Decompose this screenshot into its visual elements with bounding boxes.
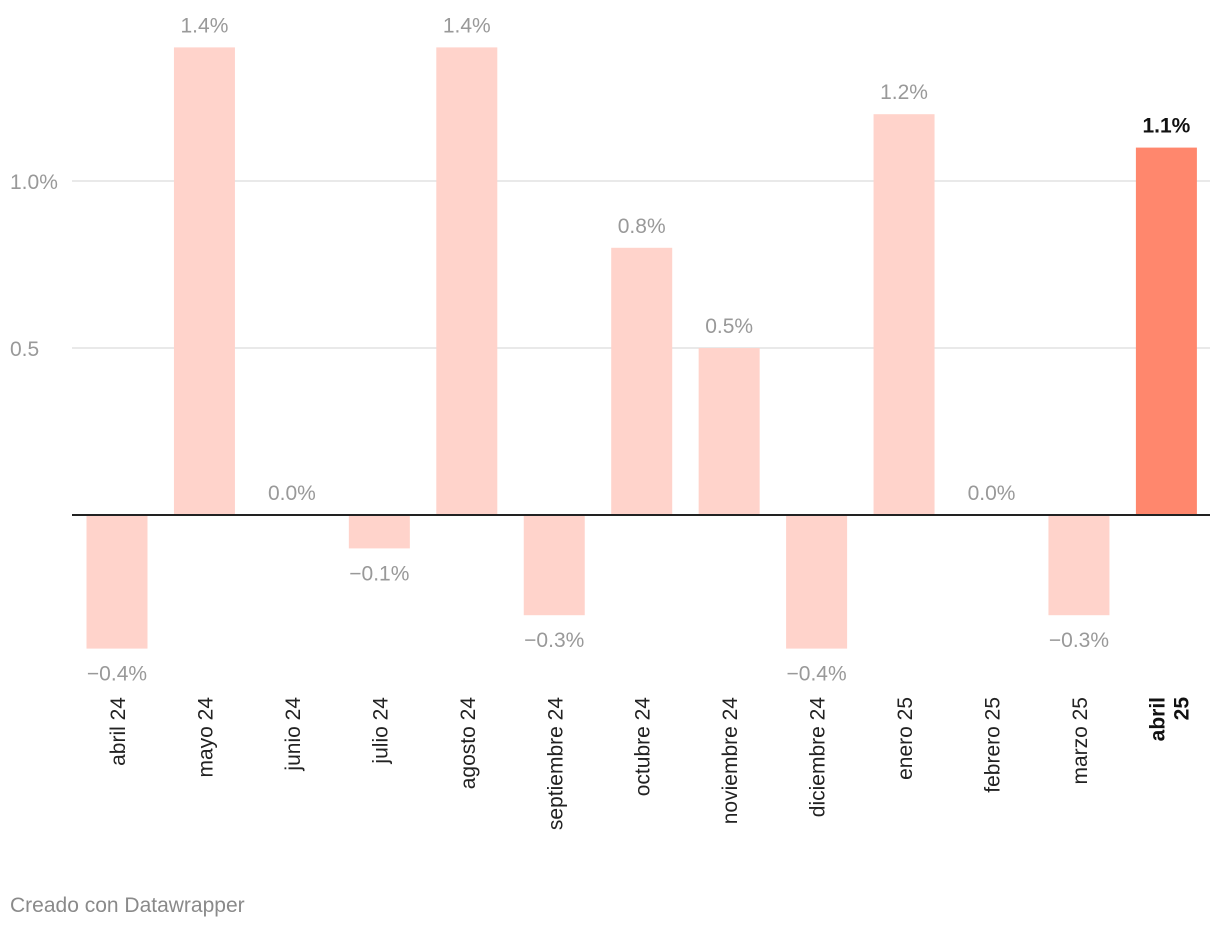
bar: [173, 47, 235, 516]
bar: [786, 515, 848, 649]
bar: [698, 348, 760, 515]
x-tick-label-text: mayo 24: [194, 697, 217, 778]
labels-layer: −0.4% abril 24 1.4% mayo 24 0.0% junio 24 −0.1…: [87, 14, 1193, 830]
x-tick-label: abril 24: [107, 697, 130, 766]
value-label: 1.1%: [1142, 115, 1190, 138]
value-label: 0.8%: [618, 215, 666, 238]
x-tick-label: septiembre 24: [544, 697, 567, 830]
x-tick-label-text: junio 24: [282, 697, 305, 772]
value-label: −0.4%: [87, 663, 147, 686]
x-tick-label-text: septiembre 24: [544, 697, 567, 830]
x-tick-label-text: marzo 25: [1069, 697, 1092, 785]
x-tick-label-text: diciembre 24: [807, 697, 830, 818]
value-label: −0.1%: [349, 562, 409, 585]
value-label: 1.4%: [181, 14, 229, 37]
x-tick-label: mayo 24: [194, 697, 217, 778]
x-tick-label: abril 25: [1146, 697, 1193, 742]
value-label: 0.0%: [268, 482, 316, 505]
value-label: −0.3%: [1049, 629, 1109, 652]
value-label: 0.5%: [705, 315, 753, 338]
bar: [1135, 147, 1197, 515]
bar: [611, 247, 673, 516]
y-tick-label: 1.0%: [10, 171, 58, 194]
value-label: 0.0%: [968, 482, 1016, 505]
x-tick-label: junio 24: [282, 697, 305, 772]
x-tick-label-text: agosto 24: [457, 697, 480, 790]
bar: [348, 515, 410, 549]
x-tick-label-part: abril: [1146, 697, 1169, 741]
x-tick-label-text: julio 24: [369, 697, 392, 765]
bar-chart: 1.0% 0.5 −0.4% abril 24 1.4% mayo 24 0.0% juni…: [10, 14, 1210, 830]
bar: [1048, 515, 1110, 616]
x-tick-label: diciembre 24: [807, 697, 830, 818]
bar: [436, 47, 498, 516]
x-tick-label-text: octubre 24: [632, 697, 655, 797]
value-label: 1.4%: [443, 14, 491, 37]
x-tick-label: agosto 24: [457, 697, 480, 790]
value-label: −0.4%: [787, 663, 847, 686]
value-label: −0.3%: [524, 629, 584, 652]
x-tick-label: octubre 24: [632, 697, 655, 797]
x-tick-label: febrero 25: [982, 697, 1005, 793]
x-tick-label-text: noviembre 24: [719, 697, 742, 825]
bars-layer: [86, 47, 1197, 649]
x-tick-label-text: febrero 25: [982, 697, 1005, 793]
x-tick-label: julio 24: [369, 697, 392, 765]
bar: [86, 515, 148, 649]
x-tick-label: noviembre 24: [719, 697, 742, 825]
x-tick-label-part: 25: [1170, 697, 1193, 721]
bar: [873, 114, 935, 515]
x-tick-label: enero 25: [894, 697, 917, 780]
value-label: 1.2%: [880, 81, 928, 104]
x-tick-label-text: abril 24: [107, 697, 130, 766]
credit-text: Creado con Datawrapper: [10, 894, 245, 917]
bar: [523, 515, 585, 616]
x-tick-label-text: enero 25: [894, 697, 917, 780]
x-tick-label: marzo 25: [1069, 697, 1092, 785]
y-tick-label: 0.5: [10, 338, 39, 361]
